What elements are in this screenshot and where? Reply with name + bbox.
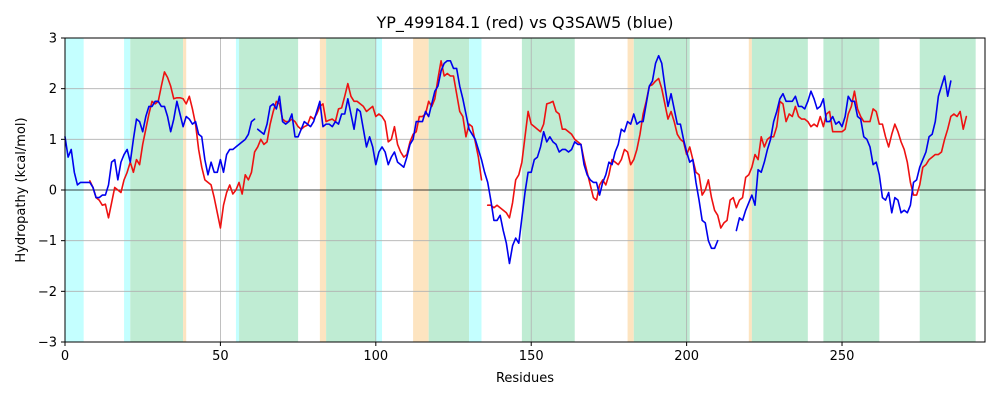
axis-ticks: 0 50 100 150 200 250 −3 −2 −1 0 1 2 3 (38, 32, 855, 365)
y-tick-label: 1 (49, 133, 57, 148)
red-series-line (486, 77, 968, 229)
data-series (64, 54, 968, 265)
y-tick-label: 3 (49, 32, 57, 47)
x-tick-label: 0 (61, 349, 69, 364)
red-series-line (89, 59, 483, 229)
y-tick-label: −1 (38, 234, 57, 249)
x-tick-label: 200 (674, 349, 699, 364)
y-tick-label: −2 (38, 285, 57, 300)
y-tick-label: 2 (49, 82, 57, 97)
y-axis-label: Hydropathy (kcal/mol) (14, 117, 29, 262)
x-tick-label: 150 (519, 349, 544, 364)
chart-title: YP_499184.1 (red) vs Q3SAW5 (blue) (376, 13, 674, 33)
x-axis-label: Residues (496, 371, 554, 386)
x-tick-label: 250 (830, 349, 855, 364)
blue-series-line (64, 100, 256, 199)
x-tick-label: 50 (212, 349, 229, 364)
blue-series-line (256, 54, 719, 265)
blue-series-line (735, 75, 952, 232)
x-tick-label: 100 (363, 349, 388, 364)
y-tick-label: 0 (49, 184, 57, 199)
y-tick-label: −3 (38, 336, 57, 351)
